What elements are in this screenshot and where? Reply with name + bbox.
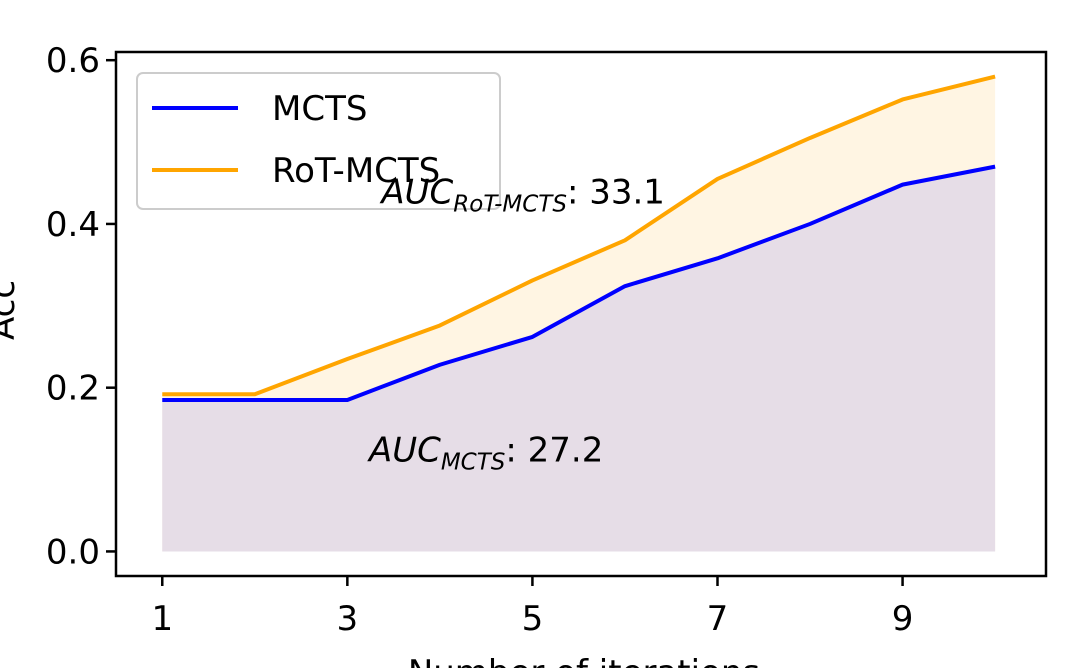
y-tick-label-3: 0.6	[46, 41, 100, 81]
auc-annotation-0: AUCRoT-MCTS: 33.1	[379, 172, 665, 217]
series-lines	[162, 74, 996, 402]
area-fills	[162, 76, 996, 552]
legend: MCTS RoT-MCTS	[136, 72, 501, 210]
y-axis-ticks: 0.0 0.2 0.4 0.6	[46, 41, 116, 572]
x-tick-label-3: 7	[707, 599, 729, 639]
auc-annotations: AUCRoT-MCTS: 33.1 AUCMCTS: 27.2	[367, 172, 665, 475]
x-tick-label-1: 3	[337, 599, 359, 639]
x-tick-label-4: 9	[892, 599, 914, 639]
x-axis-label: Number of iterations	[408, 653, 760, 668]
x-tick-label-2: 5	[522, 599, 544, 639]
legend-label-0: MCTS	[272, 89, 367, 129]
y-tick-label-2: 0.4	[46, 205, 100, 245]
area-fill-0	[162, 166, 996, 552]
y-tick-label-1: 0.2	[46, 369, 100, 409]
auc-annotation-1: AUCMCTS: 27.2	[367, 430, 603, 475]
legend-label-1: RoT-MCTS	[272, 151, 440, 191]
x-axis-ticks: 1 3 5 7 9	[151, 576, 913, 639]
series-line-0	[162, 164, 996, 402]
x-tick-label-0: 1	[151, 599, 173, 639]
y-axis-label: Acc	[0, 280, 23, 340]
plot-frame	[114, 50, 1048, 578]
series-line-1	[162, 74, 996, 397]
y-tick-label-0: 0.0	[46, 532, 100, 572]
